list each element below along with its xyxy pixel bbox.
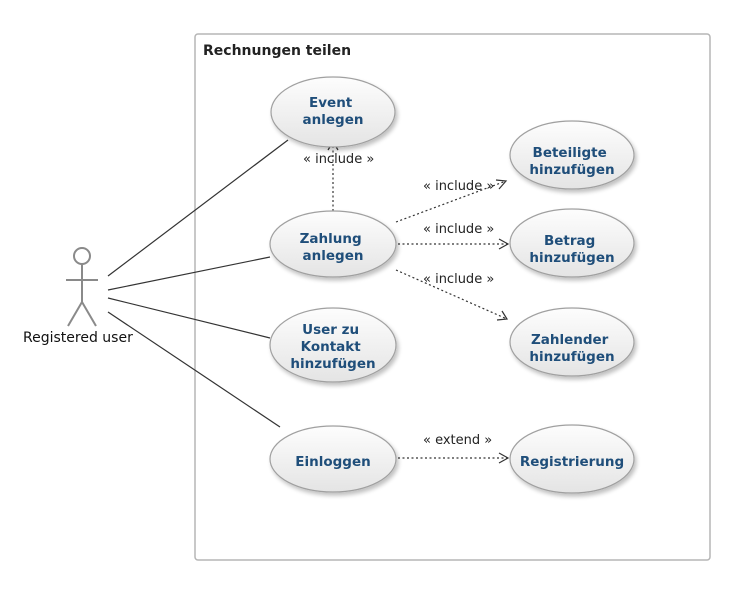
use-case-registrierung[interactable]: Registrierung xyxy=(509,424,635,494)
use-case-event-anlegen[interactable]: Event anlegen xyxy=(270,76,396,148)
use-case-label-line: Beteiligte xyxy=(533,145,607,161)
actor-label: Registered user xyxy=(23,330,133,346)
use-case-einloggen[interactable]: Einloggen xyxy=(269,425,397,493)
svg-text:Beteiligte hinzufügen: Beteiligte hinzufügen xyxy=(529,145,614,178)
use-case-beteiligte-hinzufuegen[interactable]: Beteiligte hinzufügen xyxy=(509,120,635,190)
svg-text:Registrierung: Registrierung xyxy=(520,454,624,470)
use-case-label-line: Betrag xyxy=(544,233,595,249)
svg-text:User zu Kontakt hi: User zu Kontakt hinzufügen xyxy=(290,322,375,372)
use-case-label-line: hinzufügen xyxy=(529,162,614,178)
svg-text:Betrag hinzufügen: Betrag hinzufügen xyxy=(529,233,614,266)
svg-text:Einloggen: Einloggen xyxy=(295,454,370,470)
actor-registered-user: Registered user xyxy=(23,247,133,346)
use-case-label-line: Registrierung xyxy=(520,454,624,470)
use-case-user-zu-kontakt-hinzufuegen[interactable]: User zu Kontakt hinzufügen xyxy=(269,307,397,383)
use-case-label-line: hinzufügen xyxy=(290,356,375,372)
include-label-zahlender: « include » xyxy=(423,272,494,287)
svg-text:Event anlegen: Event anlegen xyxy=(303,95,364,128)
use-case-label-line: Event xyxy=(309,95,353,111)
use-case-label-line: hinzufügen xyxy=(529,250,614,266)
include-line-beteiligte xyxy=(395,180,507,223)
use-case-zahlender-hinzufuegen[interactable]: Zahlender hinzufügen xyxy=(509,307,635,377)
association-einloggen xyxy=(107,311,281,428)
include-label-event: « include » xyxy=(303,152,374,167)
actor-associations xyxy=(107,139,289,428)
use-case-zahlung-anlegen[interactable]: Zahlung anlegen xyxy=(269,210,397,278)
use-case-label-line: Zahlung xyxy=(300,231,362,247)
arrowhead-zahlender-icon xyxy=(496,310,509,321)
include-label-beteiligte: « include » xyxy=(423,179,494,194)
use-case-label-line: Zahlender xyxy=(531,332,609,348)
system-boundary-title: Rechnungen teilen xyxy=(203,43,351,59)
svg-text:Zahlung anlegen: Zahlung anlegen xyxy=(300,231,367,264)
include-label-betrag: « include » xyxy=(423,222,494,237)
arrowhead-registrierung-icon xyxy=(498,452,510,464)
use-case-label-line: anlegen xyxy=(303,112,364,128)
arrowhead-beteiligte-icon xyxy=(495,179,508,190)
association-zahlung xyxy=(107,256,271,291)
use-case-betrag-hinzufuegen[interactable]: Betrag hinzufügen xyxy=(509,208,635,278)
use-case-label-line: anlegen xyxy=(303,248,364,264)
arrowhead-betrag-icon xyxy=(498,238,510,250)
use-case-label-line: Kontakt xyxy=(301,339,362,355)
extend-label-registrierung: « extend » xyxy=(423,433,492,448)
association-user-kontakt xyxy=(107,297,271,339)
association-event xyxy=(107,139,289,277)
actor-stick-figure-icon xyxy=(66,247,98,327)
svg-text:Zahlender hinzufügen: Zahlender hinzufügen xyxy=(529,332,614,365)
use-case-label-line: hinzufügen xyxy=(529,349,614,365)
use-case-label-line: User zu xyxy=(302,322,359,338)
use-case-label-line: Einloggen xyxy=(295,454,370,470)
